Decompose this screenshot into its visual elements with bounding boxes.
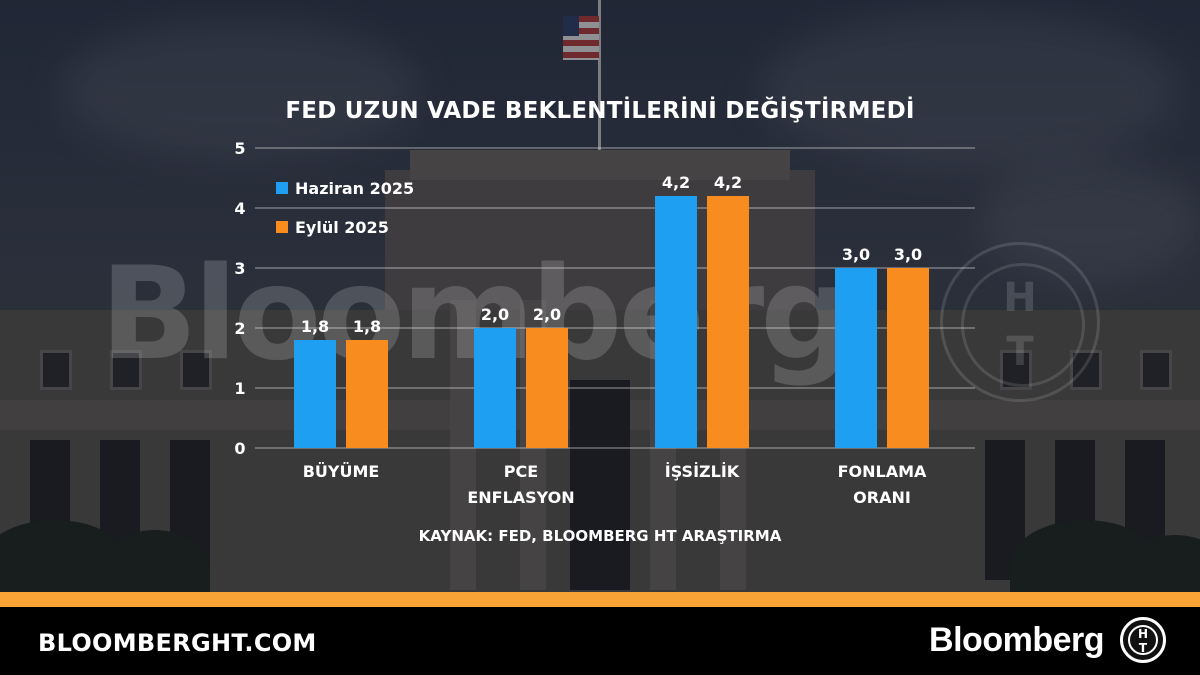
legend-label-eylul: Eylül 2025 <box>295 217 389 237</box>
background-photo <box>0 0 1200 592</box>
ht-logo-icon: H T <box>1120 617 1166 663</box>
x-category-label: FONLAMA <box>838 462 927 481</box>
y-tick-label: 2 <box>234 319 245 338</box>
bar <box>474 328 516 448</box>
y-tick-label: 3 <box>234 259 245 278</box>
x-category-label: PCE <box>504 462 538 481</box>
bar-value-label: 4,2 <box>662 173 690 192</box>
x-category-label: BÜYÜME <box>303 462 380 481</box>
logo-letter-t: T <box>1138 641 1148 655</box>
bar-value-label: 1,8 <box>353 317 381 336</box>
bar-value-label: 2,0 <box>481 305 509 324</box>
footer-bar: BLOOMBERGHT.COM Bloomberg H T <box>0 607 1200 675</box>
ht-watermark-logo: H T <box>940 242 1100 402</box>
x-category-label: ENFLASYON <box>467 488 574 507</box>
legend-label-haziran: Haziran 2025 <box>295 178 415 198</box>
legend-item-haziran: Haziran 2025 <box>276 177 414 199</box>
bar-value-label: 3,0 <box>842 245 870 264</box>
y-tick-label: 1 <box>234 379 245 398</box>
bar <box>526 328 568 448</box>
bar <box>707 196 749 448</box>
bar-value-label: 2,0 <box>533 305 561 324</box>
y-tick-label: 5 <box>234 139 245 158</box>
site-url-link[interactable]: BLOOMBERGHT.COM <box>38 629 317 657</box>
bar-value-label: 3,0 <box>894 245 922 264</box>
watermark-letter-t: T <box>1006 329 1034 375</box>
y-tick-label: 4 <box>234 199 245 218</box>
bar-value-label: 4,2 <box>714 173 742 192</box>
watermark-letter-h: H <box>1003 275 1037 321</box>
bar <box>346 340 388 448</box>
bar-chart: 0 1 2 3 4 5 1,8 1,8 BÜYÜME 2,0 2,0 PCE ENFLASYON 4,2 4… <box>234 139 975 507</box>
bar <box>655 196 697 448</box>
bar <box>294 340 336 448</box>
legend-swatch-haziran <box>276 182 288 194</box>
x-category-label: ORANI <box>853 488 911 507</box>
x-category-label: İŞSİZLİK <box>665 462 740 481</box>
bar <box>887 268 929 448</box>
bar-value-label: 1,8 <box>301 317 329 336</box>
chart-source: KAYNAK: FED, BLOOMBERG HT ARAŞTIRMA <box>418 527 782 545</box>
chart-title: FED UZUN VADE BEKLENTİLERİNİ DEĞİŞTİRMED… <box>285 98 915 124</box>
accent-strip <box>0 592 1200 607</box>
bar <box>835 268 877 448</box>
y-tick-label: 0 <box>234 439 245 458</box>
legend-swatch-eylul <box>276 221 288 233</box>
legend-item-eylul: Eylül 2025 <box>276 216 389 238</box>
logo-letter-h: H <box>1137 627 1149 641</box>
bloomberg-brand-logo: Bloomberg <box>929 621 1104 659</box>
